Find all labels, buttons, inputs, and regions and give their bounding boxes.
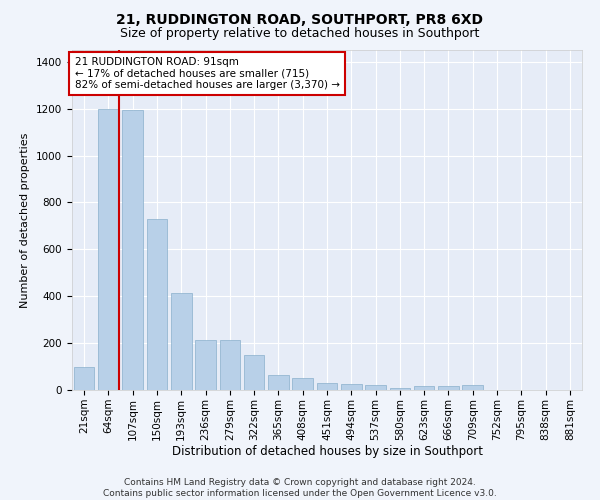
Bar [146,219,167,390]
Bar [292,378,313,390]
Bar [389,388,410,390]
Bar [438,386,459,390]
Bar [122,110,143,390]
Text: 21 RUDDINGTON ROAD: 91sqm
← 17% of detached houses are smaller (715)
82% of semi: 21 RUDDINGTON ROAD: 91sqm ← 17% of detac… [74,57,340,90]
Bar [171,292,191,390]
Text: Size of property relative to detached houses in Southport: Size of property relative to detached ho… [121,28,479,40]
X-axis label: Distribution of detached houses by size in Southport: Distribution of detached houses by size … [172,446,482,458]
Bar [414,386,434,390]
Bar [268,375,289,390]
Bar [220,340,240,390]
Bar [244,356,265,390]
Bar [74,366,94,390]
Text: Contains HM Land Registry data © Crown copyright and database right 2024.
Contai: Contains HM Land Registry data © Crown c… [103,478,497,498]
Bar [195,340,216,390]
Bar [341,384,362,390]
Text: 21, RUDDINGTON ROAD, SOUTHPORT, PR8 6XD: 21, RUDDINGTON ROAD, SOUTHPORT, PR8 6XD [116,12,484,26]
Bar [98,108,119,390]
Bar [317,383,337,390]
Bar [463,385,483,390]
Bar [365,386,386,390]
Y-axis label: Number of detached properties: Number of detached properties [20,132,31,308]
